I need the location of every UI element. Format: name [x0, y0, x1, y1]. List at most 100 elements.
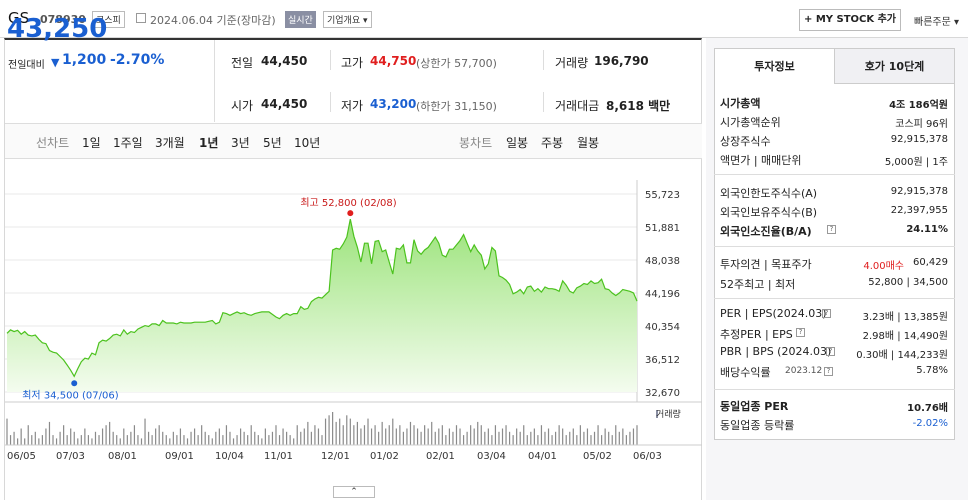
- volume-bar: [477, 421, 479, 445]
- period-5y[interactable]: 5년: [263, 136, 282, 150]
- period-3m[interactable]: 3개월: [155, 136, 185, 150]
- volume-bar: [52, 435, 54, 445]
- volume-bar: [98, 435, 100, 445]
- volume-bar: [165, 435, 167, 445]
- volume-bar: [225, 425, 228, 445]
- volume-bar: [470, 425, 472, 445]
- period-1w[interactable]: 1주일: [113, 136, 143, 150]
- volume-bar: [572, 428, 574, 445]
- x-tick: 03/04: [477, 451, 506, 462]
- candle-monthly[interactable]: 월봉: [577, 136, 600, 150]
- price-box: [4, 40, 214, 120]
- volume-bar: [604, 428, 606, 445]
- sector-per-label[interactable]: 동일업종 PER: [720, 400, 789, 413]
- candle-daily[interactable]: 일봉: [506, 136, 529, 150]
- lower-limit: (하한가 31,150): [416, 100, 497, 113]
- volume-bar: [77, 438, 79, 445]
- volume-bar: [523, 425, 525, 445]
- volume-bar: [31, 435, 33, 445]
- volume-bar: [629, 431, 631, 445]
- volume-bar: [101, 428, 104, 445]
- help-icon[interactable]: ?: [822, 309, 831, 318]
- volume-bar: [109, 421, 111, 445]
- x-tick: 10/04: [215, 451, 244, 462]
- volume-bar: [388, 425, 390, 445]
- market-cap-rank-value: 코스피 96위: [895, 119, 948, 130]
- foreign-hold-value: 22,397,955: [890, 205, 948, 216]
- period-10y[interactable]: 10년: [294, 136, 321, 150]
- divider: [543, 92, 544, 112]
- tab-investment-info[interactable]: 투자정보: [714, 48, 835, 84]
- volume-bar: [144, 418, 146, 445]
- change-rate: -2.70%: [110, 52, 165, 68]
- foreign-limit-value: 92,915,378: [890, 186, 948, 197]
- period-3y[interactable]: 3년: [231, 136, 250, 150]
- volume-bar: [133, 425, 136, 445]
- volume-bar: [328, 415, 330, 445]
- week52-label: 52주최고 | 최저: [720, 278, 796, 291]
- price-chart[interactable]: 55,723 51,881 48,038 44,196 40,354 36,512 32,6…: [5, 180, 702, 460]
- upper-limit: (상한가 57,700): [416, 57, 497, 70]
- volume-bar: [243, 431, 245, 445]
- volume-bar: [516, 428, 518, 445]
- volume-bar: [480, 425, 482, 445]
- help-icon[interactable]: ?: [824, 367, 833, 376]
- y-tick-label: 32,670: [645, 388, 680, 399]
- current-price: 43,250: [7, 14, 108, 44]
- volume-bar: [459, 428, 461, 445]
- volume-bar: [484, 431, 486, 445]
- volume-bar: [413, 425, 415, 445]
- per-label: PER | EPS(2024.03): [720, 307, 827, 320]
- volume-bar: [558, 425, 560, 445]
- realtime-badge[interactable]: 실시간: [285, 11, 316, 28]
- volume-bar: [151, 435, 153, 445]
- help-icon[interactable]: ?: [827, 225, 836, 234]
- x-tick: 04/01: [528, 451, 557, 462]
- sector-change-value: -2.02%: [912, 418, 948, 429]
- low-value: 43,200: [370, 97, 417, 111]
- volume-bar: [310, 431, 312, 445]
- volume-bar: [424, 425, 426, 445]
- company-overview-button[interactable]: 기업개요 ▾: [323, 11, 372, 28]
- divider: [714, 298, 955, 299]
- candle-weekly[interactable]: 주봉: [541, 136, 564, 150]
- period-1d[interactable]: 1일: [82, 136, 101, 150]
- volume-bar: [289, 435, 291, 445]
- volume-bar: [84, 428, 86, 445]
- volume-bar: [512, 435, 514, 445]
- volume-bar: [27, 425, 29, 445]
- market-cap-value: 4조 186억원: [889, 100, 948, 111]
- volume-bar: [505, 425, 507, 445]
- divider: [214, 40, 215, 122]
- x-tick: 06/05: [7, 451, 36, 462]
- volume-bar: [590, 435, 592, 445]
- volume-bar: [218, 428, 220, 445]
- volume-bar: [130, 431, 132, 445]
- volume-bar: [427, 428, 429, 445]
- volume-bar: [579, 425, 581, 445]
- tab-order-book[interactable]: 호가 10단계: [834, 48, 955, 84]
- volume-bar: [622, 428, 624, 445]
- quick-order-button[interactable]: 빠른주문 ▾: [914, 17, 959, 28]
- volume-bar: [346, 415, 348, 445]
- dividend-date: 2023.12: [785, 366, 823, 376]
- divider: [330, 92, 331, 112]
- volume-bar: [526, 435, 528, 445]
- volume-bar: [586, 428, 589, 445]
- volume-bar: [222, 435, 224, 445]
- collapse-chart-button[interactable]: ⌃: [333, 486, 375, 498]
- volume-bar: [339, 418, 341, 445]
- help-icon[interactable]: ?: [796, 328, 805, 337]
- volume-bar: [147, 431, 150, 445]
- shares-value: 92,915,378: [890, 134, 948, 145]
- volume-bar: [66, 435, 68, 445]
- volume-bar: [314, 425, 316, 445]
- period-1y[interactable]: 1년: [199, 136, 219, 150]
- low-marker: [71, 380, 78, 387]
- volume-bar: [353, 425, 355, 445]
- volume-bar: [406, 428, 408, 445]
- help-icon[interactable]: ?: [826, 347, 835, 356]
- add-mystock-button[interactable]: + MY STOCK 추가: [799, 9, 901, 31]
- sector-change-label[interactable]: 동일업종 등락률: [720, 419, 795, 432]
- volume-bar: [597, 425, 599, 445]
